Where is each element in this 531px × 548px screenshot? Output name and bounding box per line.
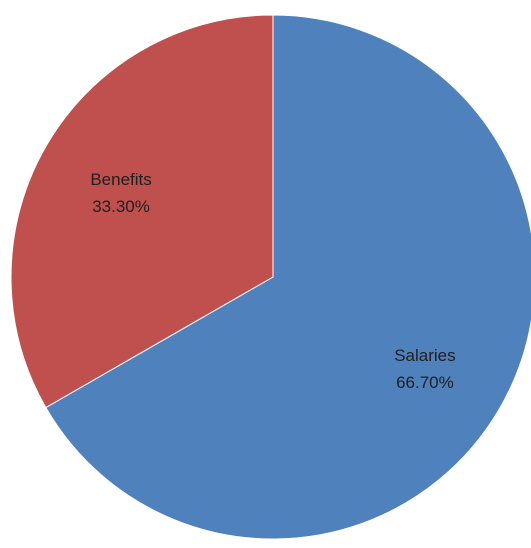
pie-slices — [10, 14, 531, 540]
slice-name-label: Benefits — [90, 170, 151, 189]
slice-name-label: Salaries — [394, 346, 455, 365]
slice-percent-label: 66.70% — [396, 373, 454, 392]
slice-percent-label: 33.30% — [92, 197, 150, 216]
pie-slice-benefits — [10, 14, 274, 409]
pie-slice-salaries — [45, 14, 531, 540]
slice-labels: Salaries 66.70% Benefits 33.30% — [90, 170, 455, 392]
